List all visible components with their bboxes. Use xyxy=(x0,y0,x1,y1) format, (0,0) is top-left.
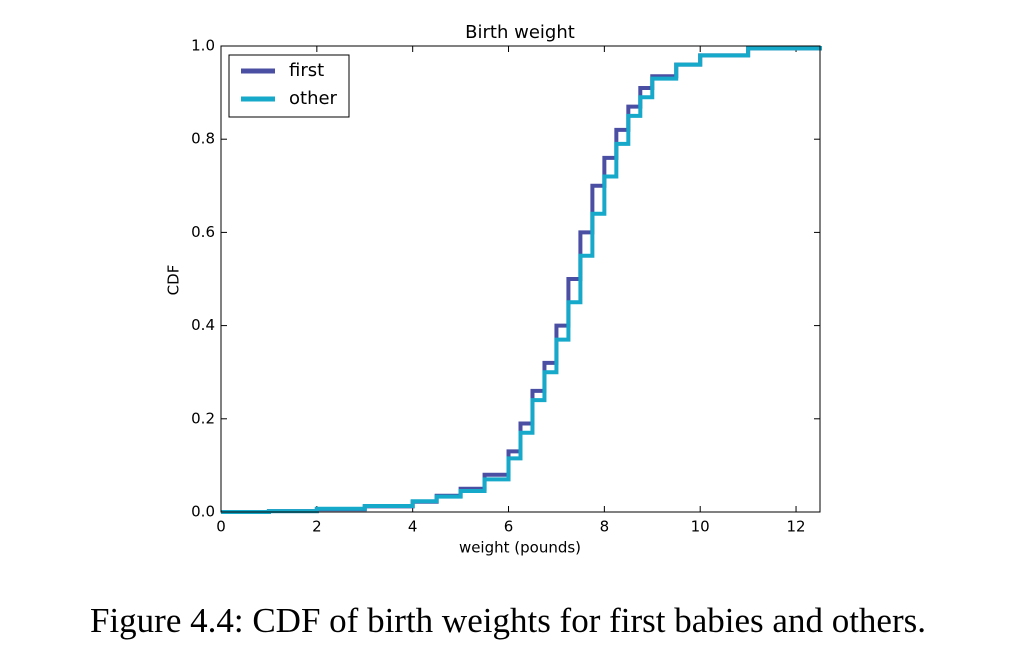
x-tick-label: 6 xyxy=(504,518,514,536)
cdf-line xyxy=(221,46,822,514)
x-tick-label: 8 xyxy=(600,518,610,536)
legend-label: other xyxy=(289,88,338,109)
y-axis-label: CDF xyxy=(165,265,183,296)
x-tick-label: 2 xyxy=(312,518,322,536)
y-tick-label: 0.2 xyxy=(191,409,215,427)
y-tick-label: 0.6 xyxy=(191,223,215,241)
x-tick-label: 12 xyxy=(786,518,805,536)
y-tick-label: 0.8 xyxy=(191,130,215,148)
y-tick-label: 1.0 xyxy=(191,37,215,55)
y-tick-label: 0.4 xyxy=(191,316,215,334)
chart-title: Birth weight xyxy=(465,22,575,43)
x-tick-label: 0 xyxy=(216,518,226,536)
legend-box xyxy=(228,54,350,118)
caption: Figure 4.4: CDF of birth weights for fir… xyxy=(90,601,926,640)
plot-frame xyxy=(220,45,821,513)
legend-label: first xyxy=(289,60,324,81)
x-axis-label: weight (pounds) xyxy=(459,539,581,557)
x-tick-label: 10 xyxy=(691,518,710,536)
y-tick-label: 0.0 xyxy=(191,503,215,521)
x-tick-label: 4 xyxy=(408,518,418,536)
